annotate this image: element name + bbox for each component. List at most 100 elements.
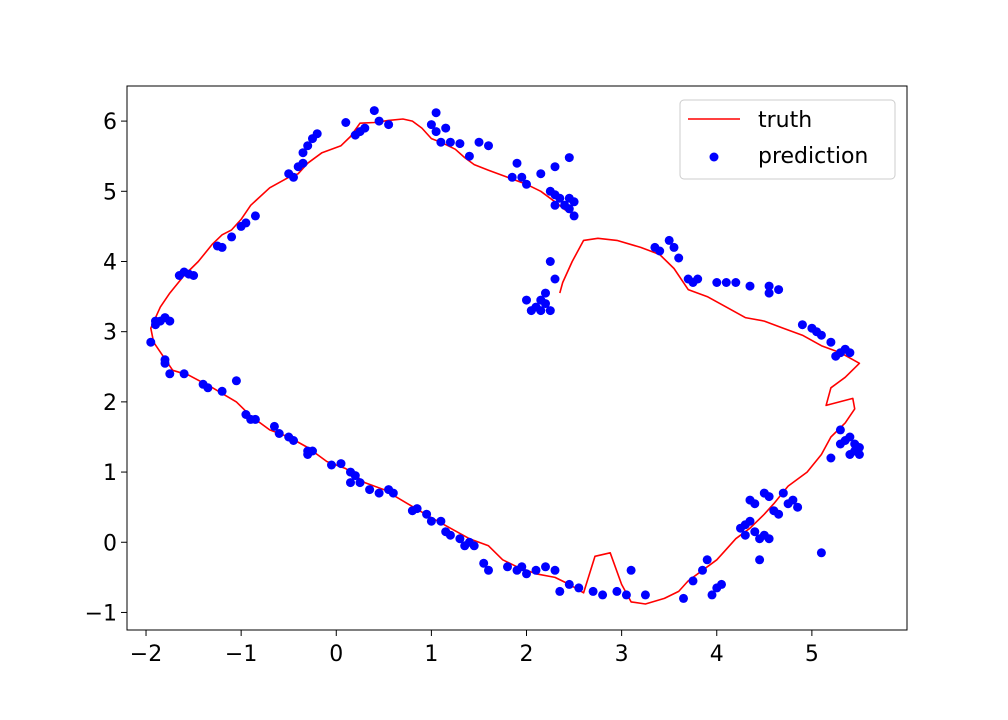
prediction-point bbox=[327, 460, 336, 470]
prediction-point bbox=[845, 432, 855, 442]
prediction-point bbox=[826, 453, 836, 463]
prediction-point bbox=[640, 590, 650, 600]
prediction-point bbox=[431, 127, 441, 137]
prediction-point bbox=[341, 118, 351, 127]
legend-truth-label: truth bbox=[758, 108, 812, 133]
prediction-point bbox=[227, 232, 237, 242]
prediction-point bbox=[778, 488, 788, 498]
prediction-point bbox=[412, 504, 422, 514]
prediction-point bbox=[455, 139, 465, 149]
prediction-point bbox=[688, 278, 698, 287]
prediction-point bbox=[250, 211, 260, 221]
prediction-point bbox=[545, 186, 555, 196]
prediction-point bbox=[564, 579, 574, 589]
prediction-point bbox=[203, 383, 213, 393]
prediction-point bbox=[626, 565, 636, 575]
prediction-point bbox=[745, 281, 755, 291]
prediction-point bbox=[384, 120, 394, 130]
prediction-point bbox=[431, 108, 441, 118]
prediction-point bbox=[174, 271, 184, 280]
prediction-point bbox=[835, 425, 845, 435]
prediction-point bbox=[484, 141, 493, 151]
prediction-point bbox=[707, 590, 717, 600]
prediction-point bbox=[484, 565, 493, 575]
prediction-point bbox=[426, 120, 436, 130]
prediction-point bbox=[231, 376, 241, 386]
prediction-point bbox=[793, 502, 803, 512]
prediction-point bbox=[212, 241, 222, 251]
prediction-point bbox=[517, 562, 527, 572]
prediction-point bbox=[550, 565, 560, 575]
prediction-point bbox=[764, 534, 774, 544]
prediction-point bbox=[179, 369, 189, 379]
prediction-point bbox=[560, 200, 570, 210]
prediction-point bbox=[550, 274, 560, 284]
prediction-point bbox=[788, 495, 798, 505]
prediction-point bbox=[564, 153, 574, 163]
x-tick-label: 2 bbox=[520, 642, 534, 667]
prediction-point bbox=[854, 450, 864, 459]
prediction-point bbox=[745, 495, 755, 505]
prediction-point bbox=[298, 148, 308, 158]
y-tick-label: 0 bbox=[103, 531, 117, 556]
prediction-point bbox=[826, 337, 836, 347]
prediction-point bbox=[598, 590, 608, 600]
prediction-point bbox=[507, 172, 517, 182]
prediction-point bbox=[555, 586, 565, 596]
prediction-point bbox=[679, 593, 688, 603]
prediction-point bbox=[526, 306, 536, 316]
prediction-point bbox=[308, 134, 317, 144]
prediction-point bbox=[522, 179, 531, 189]
prediction-point bbox=[541, 299, 550, 309]
prediction-point bbox=[712, 278, 722, 287]
prediction-point bbox=[460, 541, 470, 551]
legend: truth prediction bbox=[679, 99, 896, 180]
prediction-point bbox=[151, 316, 160, 326]
x-tick-label: 4 bbox=[710, 642, 724, 667]
prediction-point bbox=[569, 211, 579, 221]
prediction-point bbox=[512, 158, 522, 168]
prediction-point bbox=[717, 579, 726, 589]
prediction-point bbox=[702, 555, 712, 565]
y-tick-label: −1 bbox=[85, 601, 117, 626]
prediction-point bbox=[522, 569, 531, 579]
prediction-point bbox=[436, 516, 446, 526]
prediction-point bbox=[774, 285, 784, 295]
prediction-point bbox=[740, 530, 750, 540]
prediction-point bbox=[365, 485, 375, 495]
prediction-point bbox=[422, 509, 432, 519]
plot-area bbox=[146, 106, 864, 605]
prediction-point bbox=[845, 450, 855, 459]
prediction-point bbox=[469, 541, 479, 551]
y-tick-label: 6 bbox=[103, 110, 117, 135]
prediction-point bbox=[669, 242, 679, 252]
prediction-point bbox=[303, 450, 313, 459]
prediction-point bbox=[531, 565, 541, 575]
prediction-point bbox=[479, 558, 489, 568]
prediction-point bbox=[588, 586, 598, 596]
prediction-point bbox=[812, 327, 822, 337]
prediction-point bbox=[436, 137, 446, 147]
prediction-point bbox=[303, 141, 313, 151]
prediction-point bbox=[664, 235, 674, 245]
prediction-point bbox=[350, 130, 360, 140]
axes-frame bbox=[126, 85, 908, 631]
prediction-point bbox=[621, 590, 631, 600]
prediction-point bbox=[764, 492, 774, 502]
prediction-point bbox=[797, 320, 807, 330]
prediction-point bbox=[217, 386, 227, 396]
prediction-point bbox=[250, 414, 260, 424]
prediction-point bbox=[536, 169, 546, 179]
prediction-point bbox=[774, 509, 784, 519]
prediction-point bbox=[336, 459, 346, 469]
series-truth-line bbox=[150, 118, 861, 605]
prediction-point bbox=[160, 355, 170, 365]
x-tick-label: 1 bbox=[424, 642, 438, 667]
prediction-point bbox=[293, 162, 303, 172]
prediction-point bbox=[369, 106, 379, 116]
prediction-point bbox=[284, 169, 294, 179]
prediction-point bbox=[536, 306, 546, 316]
prediction-point bbox=[688, 576, 698, 586]
x-tick-label: −1 bbox=[225, 642, 257, 667]
